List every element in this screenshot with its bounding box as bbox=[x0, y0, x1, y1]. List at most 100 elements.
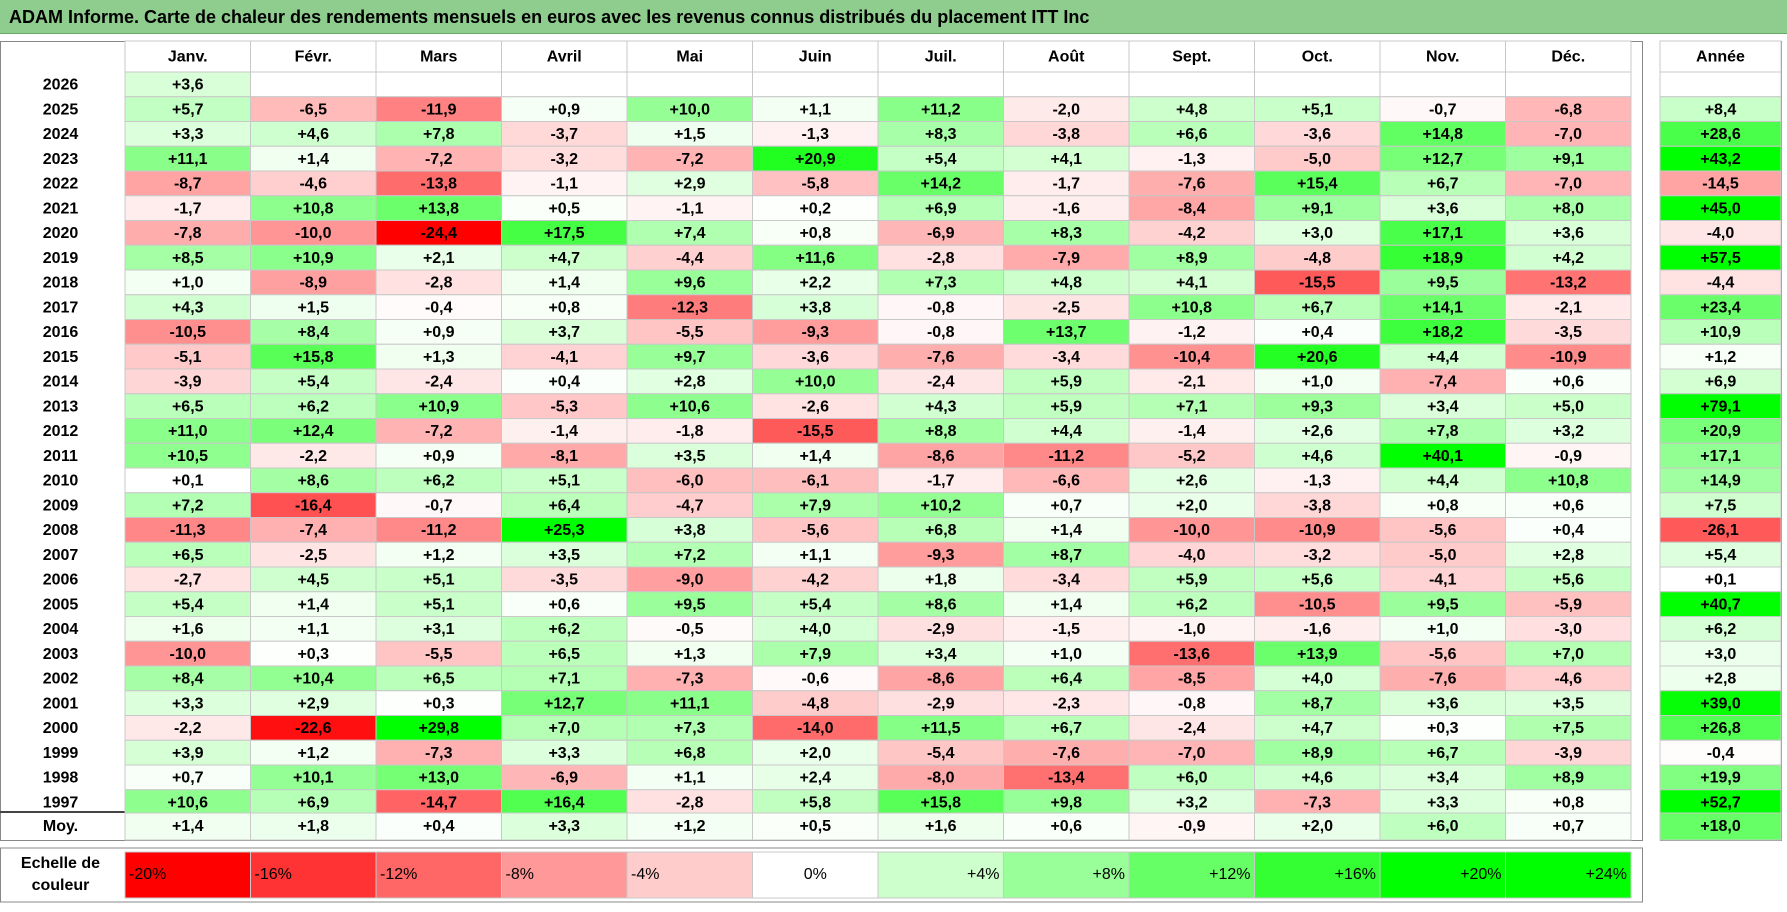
cell-value: +3,6 bbox=[1552, 225, 1584, 242]
heatmap-cell bbox=[877, 71, 1004, 98]
cell-value: +5,7 bbox=[172, 101, 204, 118]
cell-value: +3,5 bbox=[548, 547, 580, 564]
cell-value: -10,9 bbox=[1299, 522, 1336, 539]
legend-swatch bbox=[1003, 851, 1130, 899]
cell-value: +6,5 bbox=[423, 671, 455, 688]
heatmap-cell bbox=[1128, 517, 1255, 543]
annual-header-label: Année bbox=[1696, 49, 1745, 66]
heatmap-cell bbox=[877, 640, 1004, 667]
heatmap-cell bbox=[124, 170, 251, 197]
cell-value: -1,2 bbox=[1178, 324, 1206, 341]
cell-value: -6,6 bbox=[1052, 473, 1080, 490]
legend-stop-label: +4% bbox=[967, 866, 999, 883]
average-value: +1,2 bbox=[674, 818, 706, 835]
annual-value: -14,5 bbox=[1702, 176, 1739, 193]
heatmap-cell bbox=[375, 145, 502, 172]
cell-value: +15,8 bbox=[293, 349, 334, 366]
heatmap-cell bbox=[626, 319, 753, 345]
cell-value: +5,1 bbox=[423, 596, 455, 613]
legend-swatch bbox=[501, 851, 628, 899]
cell-value: +9,1 bbox=[1552, 151, 1584, 168]
cell-value: +5,4 bbox=[799, 596, 831, 613]
heatmap-cell bbox=[1254, 71, 1381, 98]
heatmap-cell bbox=[501, 517, 628, 543]
legend-stop-label: -20% bbox=[129, 866, 166, 883]
heatmap-cell bbox=[626, 789, 753, 815]
cell-value: +11,1 bbox=[168, 151, 208, 168]
cell-value: -7,8 bbox=[174, 225, 202, 242]
heatmap-cell bbox=[1003, 71, 1130, 98]
heatmap-cell bbox=[501, 269, 628, 296]
month-header-cell bbox=[250, 40, 377, 73]
cell-value: +7,1 bbox=[548, 671, 580, 688]
cell-value: +2,4 bbox=[799, 770, 831, 787]
heatmap-cell bbox=[1128, 789, 1255, 815]
cell-value: +10,6 bbox=[168, 794, 209, 811]
annual-value: +7,5 bbox=[1705, 497, 1737, 514]
heatmap-cell bbox=[1505, 121, 1632, 147]
cell-value: -7,6 bbox=[927, 349, 955, 366]
cell-value: -22,6 bbox=[295, 720, 332, 737]
cell-value: +5,4 bbox=[925, 151, 957, 168]
cell-value: +7,8 bbox=[423, 126, 455, 143]
annual-value: -4,4 bbox=[1707, 275, 1735, 292]
cell-value: +0,6 bbox=[1552, 497, 1584, 514]
heatmap-cell bbox=[1254, 294, 1381, 320]
heatmap-cell bbox=[250, 319, 377, 345]
cell-value: +0,3 bbox=[423, 695, 455, 712]
cell-value: +3,3 bbox=[172, 695, 204, 712]
annual-cell bbox=[1659, 665, 1782, 692]
cell-value: +1,0 bbox=[172, 275, 204, 292]
annual-value: +26,8 bbox=[1700, 720, 1741, 737]
average-value: +1,6 bbox=[925, 818, 957, 835]
cell-value: -10,0 bbox=[295, 225, 332, 242]
cell-value: +15,8 bbox=[921, 794, 962, 811]
cell-value: -1,1 bbox=[550, 176, 578, 193]
cell-value: -6,1 bbox=[801, 473, 829, 490]
heatmap-cell bbox=[1505, 764, 1632, 791]
month-header-cell bbox=[1128, 40, 1255, 73]
heatmap-cell bbox=[1128, 121, 1255, 147]
heatmap-cell bbox=[1254, 244, 1381, 271]
cell-value: +1,1 bbox=[799, 547, 831, 564]
cell-value: +14,1 bbox=[1423, 299, 1464, 316]
heatmap-cell bbox=[1254, 195, 1381, 221]
cell-value: -3,8 bbox=[1303, 497, 1331, 514]
heatmap-cell bbox=[1128, 343, 1255, 370]
cell-value: -1,6 bbox=[1052, 200, 1080, 217]
annual-cell bbox=[1659, 566, 1782, 593]
cell-value: +5,1 bbox=[548, 473, 580, 490]
heatmap-cell bbox=[626, 541, 753, 568]
cell-value: -9,3 bbox=[801, 324, 829, 341]
cell-value: -1,3 bbox=[1303, 473, 1331, 490]
heatmap-cell bbox=[752, 467, 879, 494]
heatmap-cell bbox=[877, 442, 1004, 469]
legend-stop-label: -16% bbox=[255, 866, 292, 883]
cell-value: -11,2 bbox=[421, 522, 457, 539]
cell-value: +6,7 bbox=[1050, 720, 1082, 737]
cell-value: -4,8 bbox=[1303, 250, 1331, 267]
cell-value: -8,7 bbox=[174, 176, 202, 193]
cell-value: +7,9 bbox=[799, 497, 831, 514]
legend-swatch bbox=[375, 851, 502, 899]
heatmap-cell bbox=[375, 665, 502, 692]
cell-value: -3,5 bbox=[550, 572, 578, 589]
cell-value: +2,9 bbox=[297, 695, 329, 712]
heatmap-cell bbox=[1003, 220, 1130, 246]
cell-value: +0,8 bbox=[1427, 497, 1459, 514]
cell-value: +5,6 bbox=[1301, 572, 1333, 589]
month-header-cell bbox=[1505, 40, 1632, 73]
annual-cell bbox=[1659, 764, 1782, 791]
legend-swatch bbox=[1128, 851, 1255, 899]
heatmap-cell bbox=[250, 418, 377, 444]
cell-value: +6,2 bbox=[297, 398, 329, 415]
heatmap-cell bbox=[877, 616, 1004, 642]
cell-value: +4,3 bbox=[925, 398, 957, 415]
cell-value: +0,2 bbox=[799, 200, 831, 217]
cell-value: +4,6 bbox=[1301, 448, 1333, 465]
heatmap-cell bbox=[1128, 195, 1255, 221]
heatmap-cell bbox=[375, 442, 502, 469]
heatmap-cell bbox=[1379, 541, 1506, 568]
annual-value: -26,1 bbox=[1702, 522, 1739, 539]
year-label: 2023 bbox=[43, 151, 79, 168]
